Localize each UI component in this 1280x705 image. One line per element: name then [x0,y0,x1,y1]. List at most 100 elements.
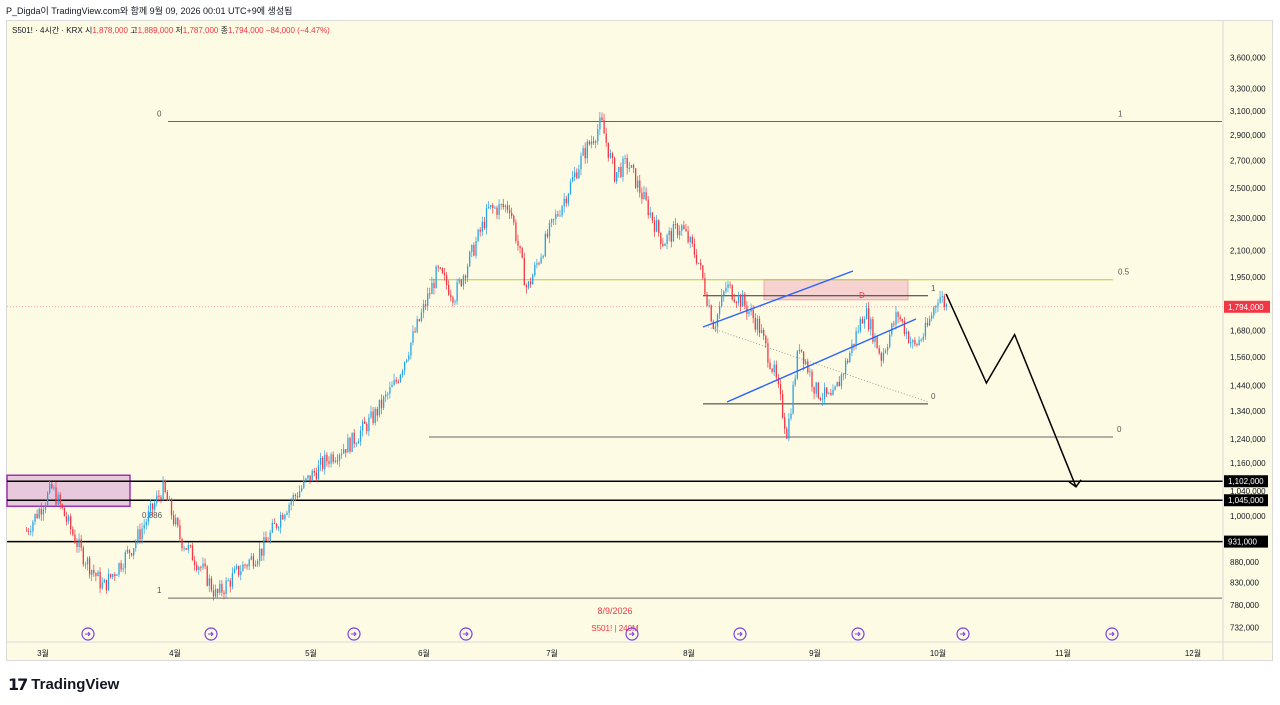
candle-body [905,331,908,334]
candle-body [800,349,803,352]
candle-body [603,120,605,134]
candle-body [576,172,578,179]
candle-body [349,437,351,452]
candle-body [427,293,429,307]
chart-caption: P_Digda이 TradingView.com와 함께 9월 09, 2026… [6,6,293,16]
last-price-tag [1224,300,1270,313]
candle-body [878,348,880,354]
candle-body [151,503,154,510]
candle-body [225,580,227,595]
candle-body [221,583,223,593]
candle-body [941,296,943,298]
candle-body [294,494,297,497]
close-value: 1,794,000 [227,26,264,35]
candles-layer [25,111,948,601]
candle-body [492,205,494,208]
candle-body [99,571,101,589]
candle-body [483,221,486,229]
candle-body [718,306,721,315]
candle-body [687,231,689,243]
candle-body [252,556,255,567]
candle-body [515,222,517,241]
candle-body [834,386,836,390]
candle-body [582,148,584,156]
candle-body [61,504,63,508]
candle-body [721,295,723,307]
diagonal-dotted-line [704,325,929,403]
candle-body [282,515,284,520]
candle-body [750,309,752,312]
candle-body [599,117,601,130]
candle-body [63,507,66,517]
price-tick-label: 3,600,000 [1230,53,1266,62]
candle-body [429,293,431,295]
supply-zone-box [6,474,131,507]
candle-body [767,343,769,363]
candle-body [868,308,870,330]
candle-body [101,582,103,589]
candle-body [231,573,234,587]
candle-body [555,214,557,219]
candle-body [204,563,206,567]
price-tick-label: 2,700,000 [1230,156,1266,165]
candle-body [588,141,591,145]
candle-body [303,480,305,488]
candle-body [525,285,528,288]
candle-body [823,387,826,399]
candle-body [479,229,481,232]
event-marker-icon [1105,627,1119,641]
candle-body [918,340,920,346]
candle-body [513,215,515,223]
candle-body [660,232,662,244]
candle-body [716,314,719,328]
candle-body [53,487,55,489]
candle-body [714,327,717,329]
candle-body [441,268,444,274]
fib-0-low-label: 0 [1117,425,1122,434]
candle-body [418,319,420,322]
candle-body [559,215,561,217]
candle-body [586,141,588,159]
candle-body [273,522,276,524]
time-tick-label: 5월 [305,648,317,658]
candle-body [164,480,166,493]
candle-body [233,568,236,574]
candle-body [223,592,225,595]
time-tick-label: 9월 [809,648,821,658]
candle-body [143,525,145,529]
candle-body [196,565,198,570]
candle-body [395,379,397,382]
candle-body [511,212,513,216]
candle-body [393,379,395,386]
candle-body [620,166,622,177]
pattern-label-d: D [859,291,865,300]
candle-body [670,230,672,242]
candle-body [578,169,580,179]
candle-body [758,318,761,333]
candle-body [112,574,114,577]
candle-body [624,158,626,160]
candle-body [914,340,916,344]
candle-body [107,573,110,591]
chart-area[interactable] [6,20,1273,661]
candle-body [330,454,332,464]
price-tick-label: 2,900,000 [1230,131,1266,140]
candle-body [256,560,259,565]
time-tick-label: 8월 [683,648,695,658]
candle-body [523,257,525,286]
high-value: 1,889,000 [137,26,174,35]
candle-body [387,393,389,395]
candle-body [815,382,817,394]
candle-body [729,284,731,286]
candle-body [584,148,586,159]
candle-body [277,527,280,529]
candle-body [798,349,801,352]
candle-body [290,501,292,505]
candle-body [376,408,378,416]
candle-body [44,505,47,510]
tradingview-logo[interactable]: 17 TradingView [8,675,119,694]
candle-body [305,478,307,481]
candle-body [391,385,393,388]
candle-body [217,589,219,593]
